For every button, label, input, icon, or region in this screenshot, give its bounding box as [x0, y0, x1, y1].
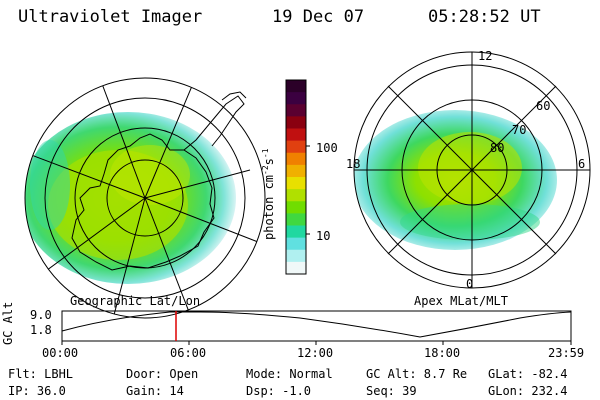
colorbar-segment: [286, 261, 306, 275]
mlat-label-60: 60: [536, 99, 551, 113]
colorbar-segment: [286, 104, 306, 117]
orbit-xtick-1800: 18:00: [424, 346, 461, 360]
status-gc-alt: GC Alt: 8.7 Re: [366, 367, 468, 381]
orbit-xtick-0000: 00:00: [42, 346, 79, 360]
unit-sup2: -1: [261, 148, 270, 159]
status-filter: Flt: LBHL: [8, 367, 74, 381]
time-label: 05:28:52 UT: [428, 7, 541, 27]
orbit-altitude-plot: [61, 310, 572, 345]
colorbar-segment: [286, 92, 306, 105]
status-glon: GLon: 232.4: [488, 384, 568, 398]
mlt-label-12: 12: [478, 49, 493, 63]
aurora-image-magnetic: [354, 110, 557, 250]
status-door: Door: Open: [126, 367, 199, 381]
orbit-xtick-0600: 06:00: [170, 346, 207, 360]
colorbar-segment: [286, 225, 306, 239]
colorbar-segment: [286, 80, 306, 93]
orbit-ytick-9: 9.0: [30, 308, 52, 322]
colorbar-segment: [286, 189, 306, 202]
aurora-image-geographic: [25, 112, 236, 284]
status-glat: GLat: -82.4: [488, 367, 568, 381]
geographic-grid: [25, 78, 259, 318]
colorbar-segment: [286, 152, 306, 166]
status-seq: Seq: 39: [366, 384, 417, 398]
status-gain: Gain: 14: [126, 384, 184, 398]
magnetic-caption: Apex MLat/MLT: [414, 294, 508, 308]
instrument-title: Ultraviolet Imager: [18, 7, 203, 27]
altitude-curve: [61, 311, 572, 338]
colorbar-segment: [286, 249, 306, 263]
colorbar-tick-100: 100: [316, 141, 338, 155]
colorbar-segment: [286, 140, 306, 154]
colorbar-segment: [286, 128, 306, 142]
mlt-label-6: 6: [578, 157, 586, 171]
magnetic-panel: [353, 51, 591, 289]
geographic-boundary: [24, 77, 266, 319]
colorbar-segment: [286, 213, 306, 226]
unit-sup1: -2: [261, 165, 270, 175]
colorbar-frame: [285, 79, 307, 275]
peninsula-outline: [183, 95, 245, 151]
color-scale-bar: [285, 79, 310, 275]
colorbar-tick-10: 10: [316, 229, 331, 243]
status-dsp: Dsp: -1.0: [246, 384, 312, 398]
colorbar-segment: [286, 237, 306, 251]
date-label: 19 Dec 07: [272, 7, 365, 27]
colorbar-segment: [286, 177, 306, 190]
mlt-label-0: 0: [466, 277, 474, 291]
orbit-xtick-1200: 12:00: [297, 346, 334, 360]
mlat-label-80: 80: [490, 141, 505, 155]
unit-mid: s: [262, 158, 276, 166]
colorbar-segment: [286, 164, 306, 178]
orbit-xtick-2359: 23:59: [548, 346, 585, 360]
orbit-ytick-1-8: 1.8: [30, 323, 52, 337]
magnetic-grid: [353, 51, 591, 289]
colorbar-unit-label: photon cm-2s-1: [261, 148, 276, 240]
status-ip: IP: 36.0: [8, 384, 66, 398]
colorbar-segment: [286, 201, 306, 214]
mlt-label-18: 18: [346, 157, 361, 171]
status-mode: Mode: Normal: [246, 367, 333, 381]
geographic-panel: [24, 77, 266, 319]
orbit-ylabel: GC Alt: [1, 301, 15, 345]
mlat-label-70: 70: [512, 123, 527, 137]
unit-main: photon cm: [262, 174, 276, 240]
geographic-caption: Geographic Lat/Lon: [70, 294, 201, 308]
coastline: [71, 133, 215, 271]
colorbar-segment: [286, 116, 306, 129]
